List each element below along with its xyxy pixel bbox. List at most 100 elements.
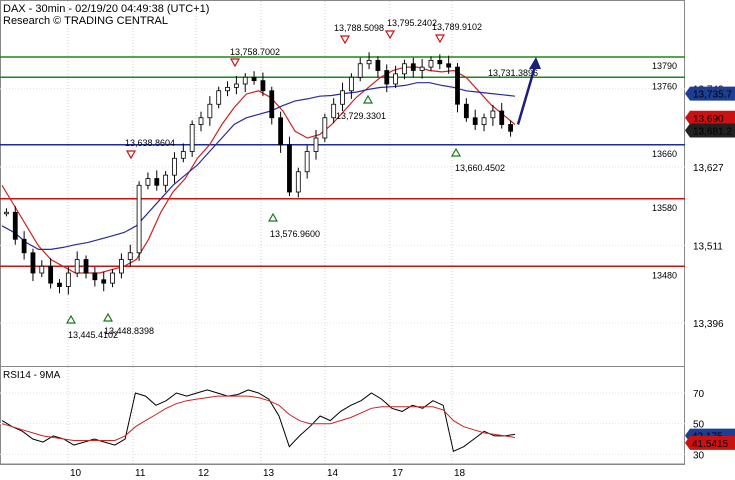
candle-body [127, 252, 133, 260]
arrow-head-icon [529, 57, 541, 70]
candle-body [189, 124, 195, 152]
x-tick-label: 14 [327, 468, 339, 479]
candle-body [216, 90, 222, 105]
low-marker-icon [65, 314, 77, 324]
candle-body [366, 59, 372, 65]
annotation-label: 13,795.2402 [387, 18, 437, 28]
candle-body [92, 272, 98, 281]
candle-body [74, 259, 80, 274]
candle-body [446, 63, 452, 68]
time-axis: 10 11 12 13 14 17 18 [0, 463, 685, 479]
annotation-label: 13,448.8398 [104, 326, 154, 336]
x-tick-label: 17 [392, 468, 404, 479]
x-tick-label: 10 [70, 468, 82, 479]
low-marker-icon [267, 212, 279, 222]
candle-body [163, 174, 169, 186]
annotation-label: 13,445.4102 [68, 330, 118, 340]
candle-body [172, 157, 177, 176]
price-panel-frame [0, 0, 685, 367]
candle-body [419, 66, 425, 71]
candle-body [225, 86, 230, 92]
price-tag-label: 13,681.2 [693, 126, 732, 137]
candle-body [101, 279, 107, 284]
candle-body [233, 83, 239, 88]
moving-average-line [1, 66, 516, 274]
vertical-grid [0, 1, 685, 464]
candle-body [463, 103, 469, 119]
rsi-panel-frame [0, 366, 685, 465]
candle-body [4, 211, 9, 215]
candle-body [39, 265, 45, 274]
candle-body [30, 252, 36, 274]
high-marker-icon [384, 30, 396, 40]
candle-body [269, 90, 275, 119]
moving-average-line [1, 82, 516, 250]
x-tick-label: 18 [454, 468, 466, 479]
high-marker-icon [229, 58, 241, 68]
low-marker-icon [362, 94, 374, 104]
level-label: 13760 [652, 81, 677, 91]
price-tag-bg [685, 86, 735, 101]
x-tick-label: 13 [263, 468, 275, 479]
rsi-tick-label: 70 [693, 389, 705, 400]
rsi-axis: 70 50 30 [0, 389, 705, 461]
candle-body [499, 110, 505, 125]
rsi-line [1, 389, 516, 453]
candle-body [242, 76, 248, 85]
candle-body [119, 259, 124, 274]
low-marker-icon [102, 312, 114, 322]
price-annotations: 13,638.8604 13,758.7002 13,788.5098 13,795.… [65, 18, 538, 340]
candle-body [12, 211, 18, 240]
candle-body [472, 117, 478, 125]
candle-body [154, 178, 160, 186]
candle-body [348, 76, 354, 92]
moving-averages [1, 66, 516, 274]
y-tick-label: 13,511 [693, 241, 723, 252]
annotation-label: 13,660.4502 [455, 163, 505, 173]
rsi-tick-label: 30 [693, 450, 705, 461]
candle-body [428, 59, 434, 68]
candle-body [180, 151, 186, 159]
candle-body [437, 59, 443, 65]
candle-body [384, 70, 390, 85]
annotation-label: 13,731.3896 [488, 68, 538, 78]
candle-body [21, 238, 27, 254]
candle-body [402, 63, 407, 75]
price-tag-bg [685, 110, 735, 125]
rsi-value-tags: 42.17541.5415 [685, 428, 735, 450]
target-arrow [516, 57, 541, 125]
support-resistance-levels: 13790 13760 13660 13580 13480 [0, 56, 685, 280]
candle-body [57, 282, 62, 287]
x-tick-label: 11 [135, 468, 146, 479]
candle-body [481, 117, 487, 125]
annotation-label: 13,638.8604 [125, 138, 175, 148]
candle-body [145, 178, 151, 186]
candle-body [304, 151, 310, 173]
candle-body [410, 63, 416, 71]
candle-body [393, 73, 398, 85]
candle-body [110, 272, 115, 284]
annotation-label: 13,576.9600 [270, 229, 320, 239]
candlesticks [4, 52, 513, 295]
candle-body [278, 117, 284, 146]
candle-body [83, 259, 89, 274]
level-label: 13660 [652, 149, 677, 159]
candle-body [251, 76, 257, 82]
annotation-label: 13,789.9102 [432, 22, 482, 32]
candle-body [287, 144, 292, 193]
high-marker-icon [434, 34, 446, 44]
high-marker-icon [339, 35, 351, 45]
low-marker-icon [450, 147, 462, 157]
chart-subtitle: Research © TRADING CENTRAL [3, 15, 168, 27]
level-label: 13580 [652, 203, 677, 213]
annotation-label: 13,788.5098 [334, 23, 384, 33]
candle-body [340, 90, 345, 105]
candle-body [65, 272, 71, 287]
rsi-tag-bg [685, 435, 735, 450]
price-tag-label: 13,690 [693, 114, 724, 125]
candle-body [260, 80, 266, 92]
candle-body [375, 59, 381, 71]
candle-body [331, 103, 337, 119]
candle-body [136, 184, 142, 254]
level-label: 13480 [652, 270, 677, 280]
